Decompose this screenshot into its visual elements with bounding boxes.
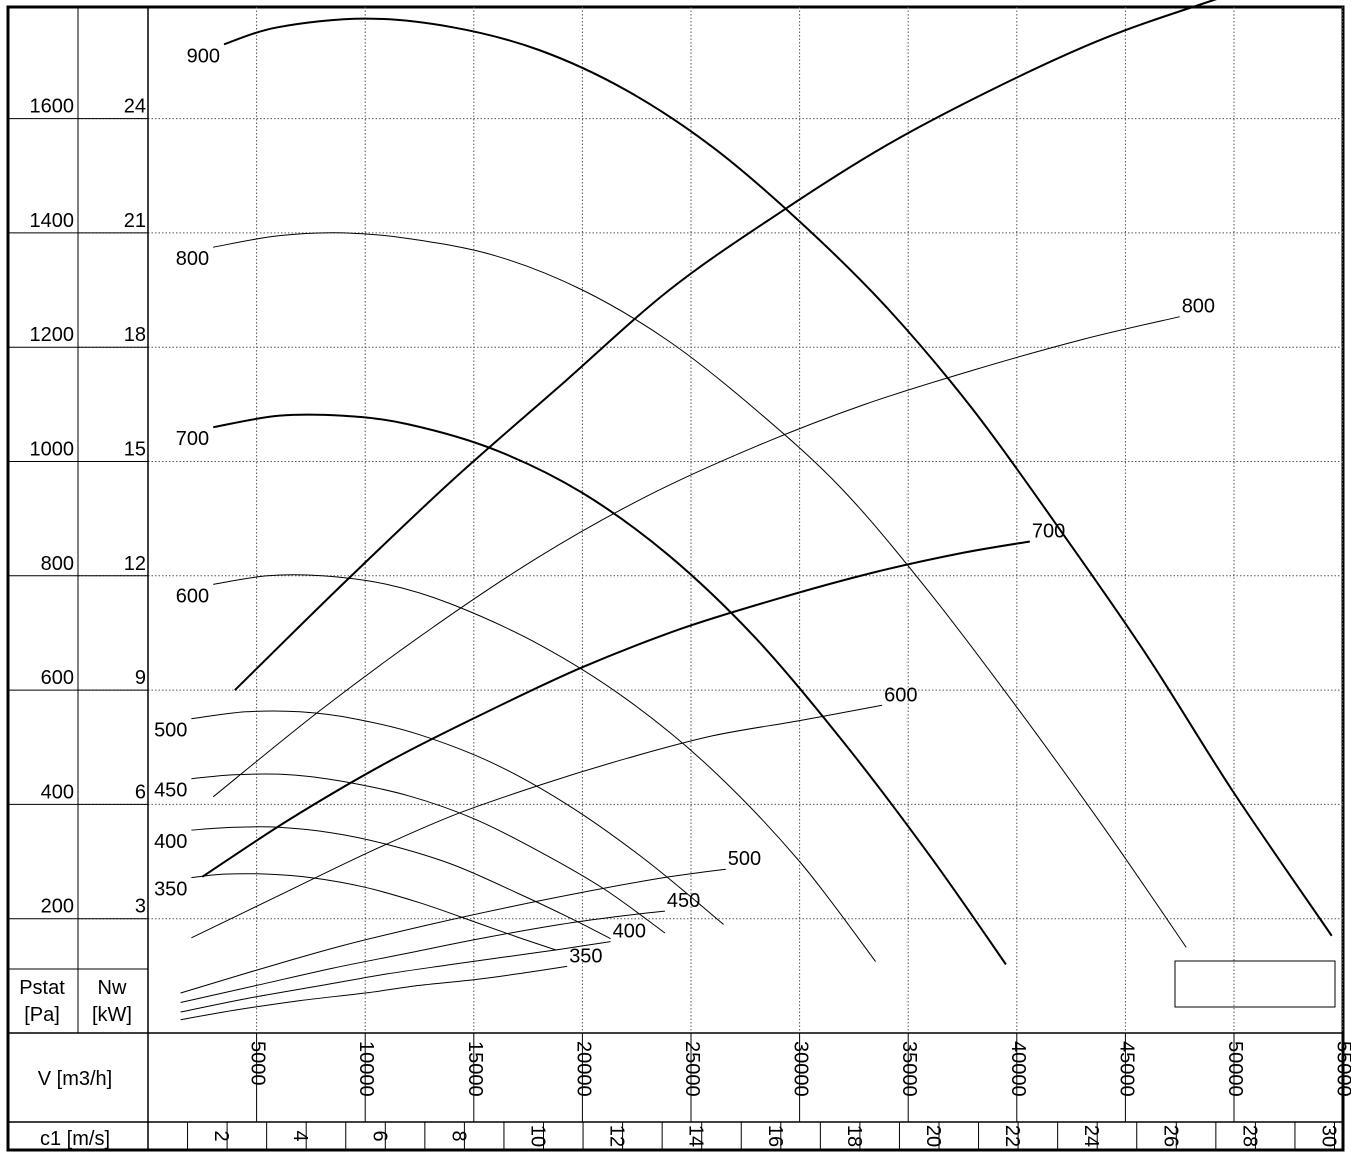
power-tick-label: 24 bbox=[124, 96, 146, 118]
pressure-curve-450 bbox=[191, 773, 666, 934]
power-curve-600 bbox=[191, 704, 883, 939]
velocity-tick-label: 6 bbox=[368, 1130, 390, 1141]
power-curve-500 bbox=[180, 868, 726, 994]
pressure-tick-label: 600 bbox=[41, 667, 74, 689]
power-curve-label-350: 350 bbox=[569, 945, 602, 967]
flow-tick-label: 25000 bbox=[681, 1041, 703, 1097]
flow-axis-label: V [m3/h] bbox=[38, 1068, 112, 1090]
pressure-tick-label: 400 bbox=[41, 781, 74, 803]
legend-box bbox=[1174, 960, 1336, 1008]
pressure-curve-label-350: 350 bbox=[154, 879, 187, 901]
power-curve-900 bbox=[234, 0, 1217, 691]
velocity-tick-label: 24 bbox=[1080, 1125, 1102, 1147]
flow-tick-label: 5000 bbox=[247, 1041, 269, 1086]
pressure-curve-label-400: 400 bbox=[154, 831, 187, 853]
velocity-tick-label: 26 bbox=[1159, 1125, 1181, 1147]
curve-labels-layer: 9008007006005004504003509008007006005004… bbox=[154, 45, 1215, 967]
pressure-axis-label-line1: Pstat bbox=[19, 977, 65, 999]
velocity-tick-label: 4 bbox=[289, 1130, 311, 1141]
velocity-tick-label: 10 bbox=[527, 1125, 549, 1147]
velocity-tick-label: 20 bbox=[922, 1125, 944, 1147]
pressure-axis-label-line2: [Pa] bbox=[24, 1004, 60, 1026]
power-tick-label: 15 bbox=[124, 439, 146, 461]
power-curve-800 bbox=[212, 316, 1180, 798]
flow-tick-label: 40000 bbox=[1007, 1041, 1029, 1097]
velocity-tick-label: 16 bbox=[764, 1125, 786, 1147]
velocity-tick-label: 28 bbox=[1238, 1125, 1260, 1147]
flow-tick-label: 20000 bbox=[572, 1041, 594, 1097]
pressure-tick-label: 1600 bbox=[30, 96, 75, 118]
power-curve-350 bbox=[180, 965, 568, 1021]
pressure-curve-label-700: 700 bbox=[176, 428, 209, 450]
velocity-tick-label: 12 bbox=[606, 1125, 628, 1147]
pressure-curve-label-450: 450 bbox=[154, 780, 187, 802]
power-curve-label-450: 450 bbox=[667, 890, 700, 912]
pressure-tick-label: 1200 bbox=[30, 324, 75, 346]
power-curve-label-500: 500 bbox=[728, 848, 761, 870]
velocity-tick-label: 18 bbox=[843, 1125, 865, 1147]
pressure-curve-600 bbox=[213, 574, 876, 962]
velocity-tick-label: 14 bbox=[685, 1125, 707, 1147]
power-curve-label-600: 600 bbox=[884, 684, 917, 706]
pressure-curve-800 bbox=[213, 232, 1187, 948]
power-tick-label: 3 bbox=[135, 896, 146, 918]
power-curve-label-400: 400 bbox=[613, 921, 646, 943]
flow-tick-label: 30000 bbox=[790, 1041, 812, 1097]
curves-layer bbox=[180, 0, 1333, 1021]
power-curve-400 bbox=[180, 941, 611, 1013]
pressure-curve-label-800: 800 bbox=[176, 248, 209, 270]
pressure-curve-label-500: 500 bbox=[154, 720, 187, 742]
flow-tick-label: 55000 bbox=[1333, 1041, 1351, 1097]
velocity-tick-label: 8 bbox=[447, 1130, 469, 1141]
power-tick-label: 6 bbox=[135, 781, 146, 803]
power-curve-label-700: 700 bbox=[1032, 521, 1065, 543]
flow-tick-label: 10000 bbox=[355, 1041, 377, 1097]
flow-tick-label: 15000 bbox=[464, 1041, 486, 1097]
power-axis-label-line2: [kW] bbox=[92, 1004, 132, 1026]
flow-tick-label: 50000 bbox=[1224, 1041, 1246, 1097]
pressure-curve-label-900: 900 bbox=[187, 45, 220, 67]
power-tick-label: 12 bbox=[124, 553, 146, 575]
outer-frame bbox=[6, 5, 1345, 1152]
power-curve-450 bbox=[180, 910, 665, 1003]
pressure-curve-700 bbox=[213, 413, 1007, 965]
pressure-curve-label-600: 600 bbox=[176, 585, 209, 607]
velocity-axis-label: c1 [m/s] bbox=[40, 1128, 110, 1150]
velocity-tick-label: 2 bbox=[210, 1130, 232, 1141]
pressure-tick-label: 1000 bbox=[30, 439, 75, 461]
power-tick-label: 18 bbox=[124, 324, 146, 346]
velocity-tick-label: 30 bbox=[1318, 1125, 1340, 1147]
pressure-tick-label: 800 bbox=[41, 553, 74, 575]
pressure-curve-400 bbox=[191, 826, 611, 940]
axes-layer: Pstat [Pa] Nw [kW] V [m3/h] c1 [m/s] 500… bbox=[8, 7, 1351, 1150]
pressure-tick-label: 200 bbox=[41, 896, 74, 918]
power-curve-700 bbox=[201, 540, 1030, 878]
velocity-tick-label: 22 bbox=[1001, 1125, 1023, 1147]
pressure-curve-900 bbox=[223, 17, 1333, 937]
power-tick-label: 9 bbox=[135, 667, 146, 689]
power-tick-label: 21 bbox=[124, 210, 146, 232]
power-axis-label-line1: Nw bbox=[98, 977, 127, 999]
pressure-curve-350 bbox=[191, 873, 557, 951]
power-curve-label-800: 800 bbox=[1182, 296, 1215, 318]
pressure-tick-label: 1400 bbox=[30, 210, 75, 232]
flow-tick-label: 45000 bbox=[1115, 1041, 1137, 1097]
flow-tick-label: 35000 bbox=[898, 1041, 920, 1097]
pressure-curve-500 bbox=[191, 710, 724, 925]
grid-layer bbox=[78, 7, 1344, 1033]
